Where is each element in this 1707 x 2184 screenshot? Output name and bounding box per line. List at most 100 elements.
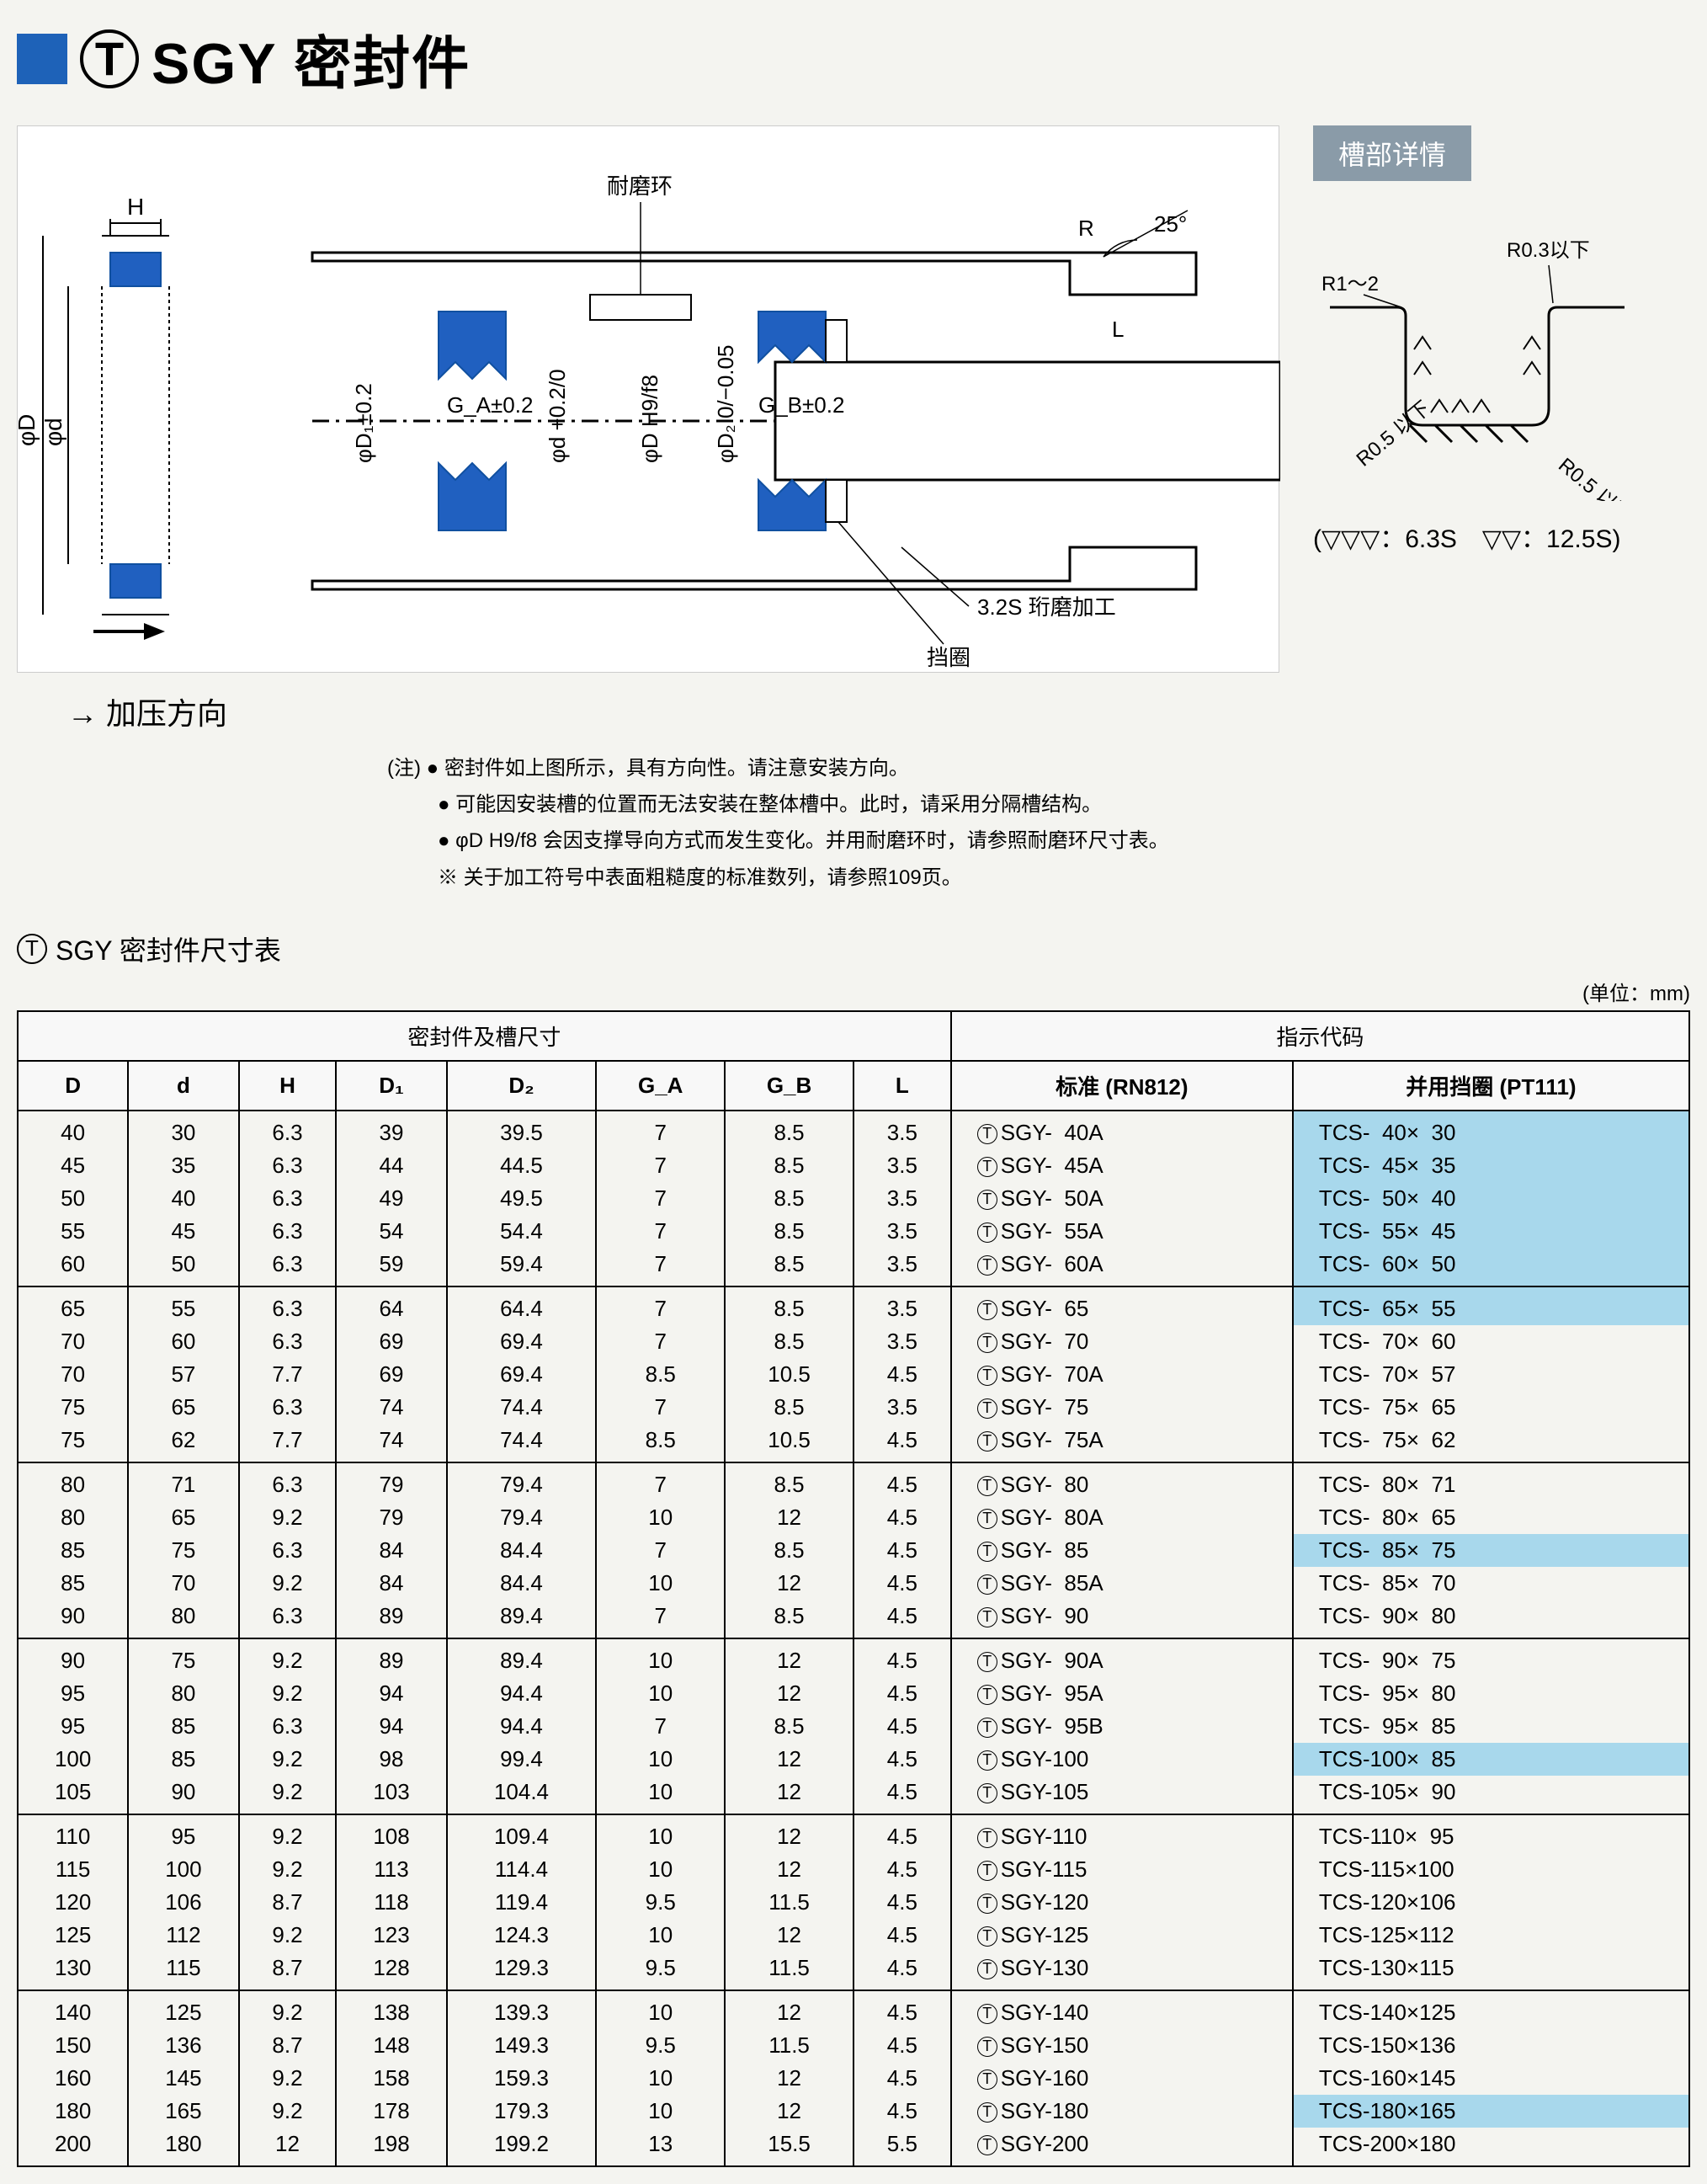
cell-D2: 89.4 <box>447 1600 597 1638</box>
title-circle-t: T <box>80 29 139 88</box>
cell-D1: 54 <box>336 1215 446 1248</box>
cell-spacer-code: TCS- 75× 65 <box>1293 1391 1689 1424</box>
cell-D1: 64 <box>336 1286 446 1325</box>
notes-section: (注) ● 密封件如上图所示，具有方向性。请注意安装方向。 ● 可能因安装槽的位… <box>387 750 1690 896</box>
cell-spacer-code: TCS-120×106 <box>1293 1886 1689 1919</box>
cell-D2: 59.4 <box>447 1248 597 1286</box>
note-1: ● 密封件如上图所示，具有方向性。请注意安装方向。 <box>427 757 909 780</box>
cell-L: 3.5 <box>854 1182 951 1215</box>
col-D: D <box>18 1061 128 1111</box>
cell-D: 40 <box>18 1111 128 1149</box>
circle-t-icon: T <box>977 1542 997 1562</box>
cell-D2: 39.5 <box>447 1111 597 1149</box>
cell-GA: 10 <box>596 1567 725 1600</box>
cell-L: 4.5 <box>854 1424 951 1462</box>
cell-L: 4.5 <box>854 1853 951 1886</box>
cell-D2: 54.4 <box>447 1215 597 1248</box>
circle-t-icon: T <box>977 1431 997 1452</box>
cell-spacer-code: TCS- 70× 60 <box>1293 1325 1689 1358</box>
cell-spacer-code: TCS- 60× 50 <box>1293 1248 1689 1286</box>
cell-spacer-code: TCS-150×136 <box>1293 2029 1689 2062</box>
circle-t-icon: T <box>977 2135 997 2155</box>
svg-text:R1～2: R1～2 <box>1321 273 1379 296</box>
cell-GB: 12 <box>725 1567 854 1600</box>
cell-d: 85 <box>128 1710 238 1743</box>
cell-D1: 79 <box>336 1501 446 1534</box>
svg-text:φD H9/f8: φD H9/f8 <box>637 375 662 463</box>
cell-GB: 8.5 <box>725 1286 854 1325</box>
cell-std-code: TSGY- 40A <box>951 1111 1293 1149</box>
cell-d: 35 <box>128 1149 238 1182</box>
cell-GB: 12 <box>725 1853 854 1886</box>
circle-t-icon: T <box>977 1685 997 1705</box>
svg-text:R0.5 以下: R0.5 以下 <box>1353 397 1435 471</box>
cell-GB: 8.5 <box>725 1391 854 1424</box>
cell-D2: 139.3 <box>447 1990 597 2029</box>
col-spacer: 并用挡圈 (PT111) <box>1293 1061 1689 1111</box>
cell-D2: 199.2 <box>447 2128 597 2166</box>
cell-spacer-code: TCS-110× 95 <box>1293 1814 1689 1853</box>
cell-std-code: TSGY-105 <box>951 1776 1293 1814</box>
cell-D2: 69.4 <box>447 1358 597 1391</box>
cell-D: 55 <box>18 1215 128 1248</box>
cell-H: 7.7 <box>239 1358 337 1391</box>
circle-t-icon: T <box>17 934 47 964</box>
blue-square-icon <box>17 34 67 84</box>
cell-std-code: TSGY-120 <box>951 1886 1293 1919</box>
cell-D1: 84 <box>336 1534 446 1567</box>
cell-spacer-code: TCS-125×112 <box>1293 1919 1689 1952</box>
cell-D2: 104.4 <box>447 1776 597 1814</box>
cell-GB: 12 <box>725 1743 854 1776</box>
cell-GB: 8.5 <box>725 1149 854 1182</box>
cell-GB: 12 <box>725 1990 854 2029</box>
cell-D1: 39 <box>336 1111 446 1149</box>
cell-std-code: TSGY- 70 <box>951 1325 1293 1358</box>
cell-std-code: TSGY-125 <box>951 1919 1293 1952</box>
cell-H: 9.2 <box>239 1501 337 1534</box>
circle-t-icon: T <box>977 1190 997 1210</box>
cell-d: 30 <box>128 1111 238 1149</box>
circle-t-icon: T <box>977 1607 997 1627</box>
cell-spacer-code: TCS-100× 85 <box>1293 1743 1689 1776</box>
table-title: T SGY 密封件尺寸表 <box>17 930 1690 968</box>
cell-d: 65 <box>128 1391 238 1424</box>
cell-D: 130 <box>18 1952 128 1990</box>
cell-spacer-code: TCS- 75× 62 <box>1293 1424 1689 1462</box>
note-prefix: (注) <box>387 757 427 780</box>
cell-spacer-code: TCS-140×125 <box>1293 1990 1689 2029</box>
cell-D1: 118 <box>336 1886 446 1919</box>
table-row: 110959.2108109.410124.5TSGY-110TCS-110× … <box>18 1814 1689 1853</box>
cell-D2: 119.4 <box>447 1886 597 1919</box>
cell-L: 4.5 <box>854 1886 951 1919</box>
cell-D1: 138 <box>336 1990 446 2029</box>
table-row: 1301158.7128129.39.511.54.5TSGY-130TCS-1… <box>18 1952 1689 1990</box>
cell-d: 60 <box>128 1325 238 1358</box>
cell-H: 9.2 <box>239 1677 337 1710</box>
cell-spacer-code: TCS-105× 90 <box>1293 1776 1689 1814</box>
cell-GA: 13 <box>596 2128 725 2166</box>
cell-H: 6.3 <box>239 1149 337 1182</box>
cell-d: 145 <box>128 2062 238 2095</box>
cell-d: 180 <box>128 2128 238 2166</box>
cell-D: 85 <box>18 1534 128 1567</box>
cell-D: 100 <box>18 1743 128 1776</box>
cell-std-code: TSGY- 80 <box>951 1462 1293 1501</box>
table-row: 1801659.2178179.310124.5TSGY-180TCS-180×… <box>18 2095 1689 2128</box>
cell-d: 55 <box>128 1286 238 1325</box>
cell-std-code: TSGY- 85 <box>951 1534 1293 1567</box>
circle-t-icon: T <box>977 1828 997 1848</box>
cell-GB: 12 <box>725 2062 854 2095</box>
svg-text:G_A±0.2: G_A±0.2 <box>447 392 533 418</box>
cell-L: 3.5 <box>854 1248 951 1286</box>
cell-std-code: TSGY- 75A <box>951 1424 1293 1462</box>
col-GA: G_A <box>596 1061 725 1111</box>
cell-std-code: TSGY- 85A <box>951 1567 1293 1600</box>
cell-H: 8.7 <box>239 1952 337 1990</box>
cell-D: 140 <box>18 1990 128 2029</box>
cell-std-code: TSGY-140 <box>951 1990 1293 2029</box>
circle-t-icon: T <box>977 1124 997 1144</box>
cell-H: 8.7 <box>239 1886 337 1919</box>
cell-H: 12 <box>239 2128 337 2166</box>
cell-GB: 12 <box>725 1776 854 1814</box>
cell-L: 4.5 <box>854 1638 951 1677</box>
